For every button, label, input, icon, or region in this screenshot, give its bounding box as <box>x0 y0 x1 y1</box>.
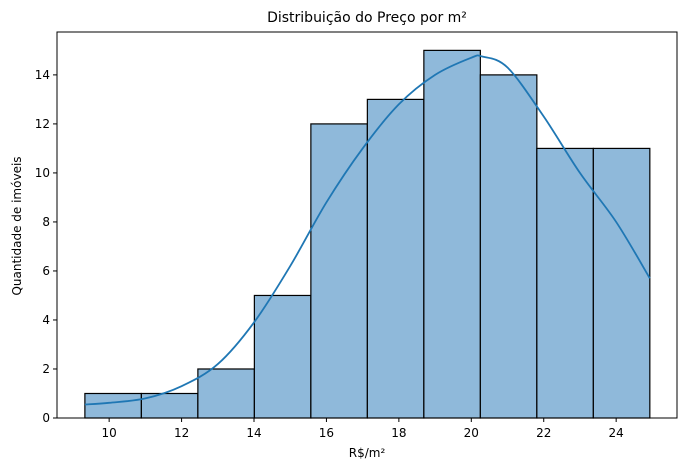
x-tick-label: 16 <box>319 426 334 440</box>
plot-frame <box>56 31 678 419</box>
x-axis-label: R$/m² <box>349 446 386 460</box>
x-tick-label: 12 <box>174 426 189 440</box>
y-tick-label: 0 <box>42 411 50 425</box>
histogram-bar-6 <box>366 98 425 419</box>
kde-line <box>84 54 651 406</box>
plot-border <box>56 31 678 419</box>
y-tick-label: 2 <box>42 362 50 376</box>
y-tick-label: 10 <box>35 166 50 180</box>
chart-title: Distribuição do Preço por m² <box>267 10 467 26</box>
x-tick-label: 20 <box>464 426 479 440</box>
histogram-bar-5 <box>310 123 368 419</box>
x-tick-label: 24 <box>609 426 624 440</box>
bars-layer <box>84 49 651 419</box>
histogram-bar-8 <box>479 74 538 419</box>
x-tick-label: 18 <box>391 426 406 440</box>
y-tick-label: 14 <box>35 68 50 82</box>
y-axis-label: Quantidade de imóveis <box>10 156 24 295</box>
histogram-bar-7 <box>423 49 481 419</box>
histogram-bar-3 <box>197 368 255 419</box>
y-tick-label: 6 <box>42 264 50 278</box>
y-tick-label: 4 <box>42 313 50 327</box>
x-tick-label: 10 <box>102 426 117 440</box>
histogram-bar-1 <box>84 392 142 419</box>
y-tick-label: 8 <box>42 215 50 229</box>
histogram-bar-9 <box>536 147 594 419</box>
histogram-bar-10 <box>592 147 651 419</box>
x-tick-label: 14 <box>246 426 261 440</box>
y-tick-label: 12 <box>35 117 50 131</box>
x-tick-label: 22 <box>536 426 551 440</box>
histogram-bar-4 <box>253 294 312 419</box>
kde-layer <box>84 54 651 406</box>
